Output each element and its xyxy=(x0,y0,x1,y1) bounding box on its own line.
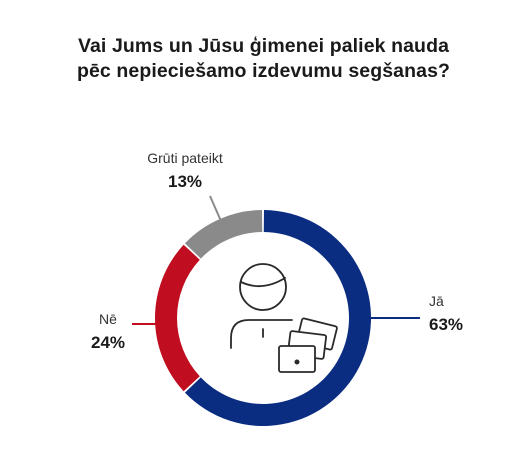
leader-dot-gruti xyxy=(220,225,228,233)
slice-label-ne: Nē 24% xyxy=(91,311,125,352)
chart-title-line-1: Vai Jums un Jūsu ģimenei paliek nauda xyxy=(77,35,450,57)
slice-value-ne: 24% xyxy=(91,333,125,352)
slice-name-ne: Nē xyxy=(99,311,117,327)
slice-value-gruti: 13% xyxy=(168,172,202,191)
leader-line-gruti xyxy=(209,195,226,230)
donut-slice-gruti xyxy=(184,210,263,259)
donut-slices xyxy=(155,210,371,426)
donut-slice-ja xyxy=(184,210,371,426)
slice-label-ja: Jā 63% xyxy=(429,293,463,334)
slice-name-gruti: Grūti pateikt xyxy=(147,150,223,166)
leader-dot-ne xyxy=(162,320,170,328)
chart-title-line-2: pēc nepieciešamo izdevumu segšanas? xyxy=(76,60,451,82)
donut-slice-ne xyxy=(155,244,200,392)
leader-dot-ja xyxy=(356,314,364,322)
slice-value-ja: 63% xyxy=(429,315,463,334)
leader-lines xyxy=(132,195,420,328)
chart-title: Vai Jums un Jūsu ģimenei paliek nauda pē… xyxy=(0,34,527,84)
slice-name-ja: Jā xyxy=(429,293,444,309)
slice-label-gruti: Grūti pateikt 13% xyxy=(147,150,223,191)
person-with-cards-icon xyxy=(230,263,338,373)
